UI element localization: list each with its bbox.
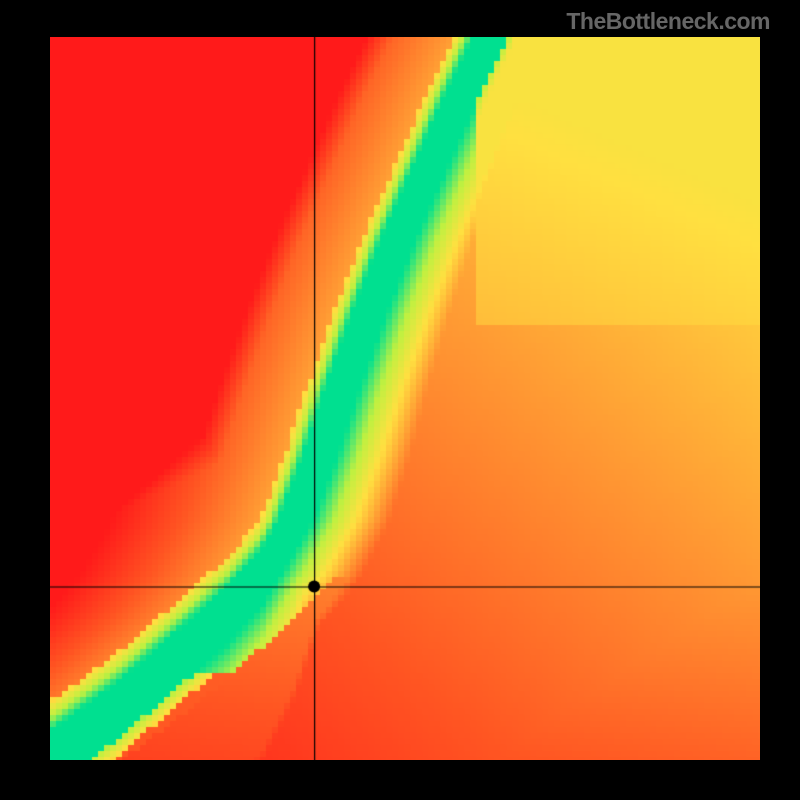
- bottleneck-heatmap: [50, 37, 760, 760]
- watermark-text: TheBottleneck.com: [566, 8, 770, 35]
